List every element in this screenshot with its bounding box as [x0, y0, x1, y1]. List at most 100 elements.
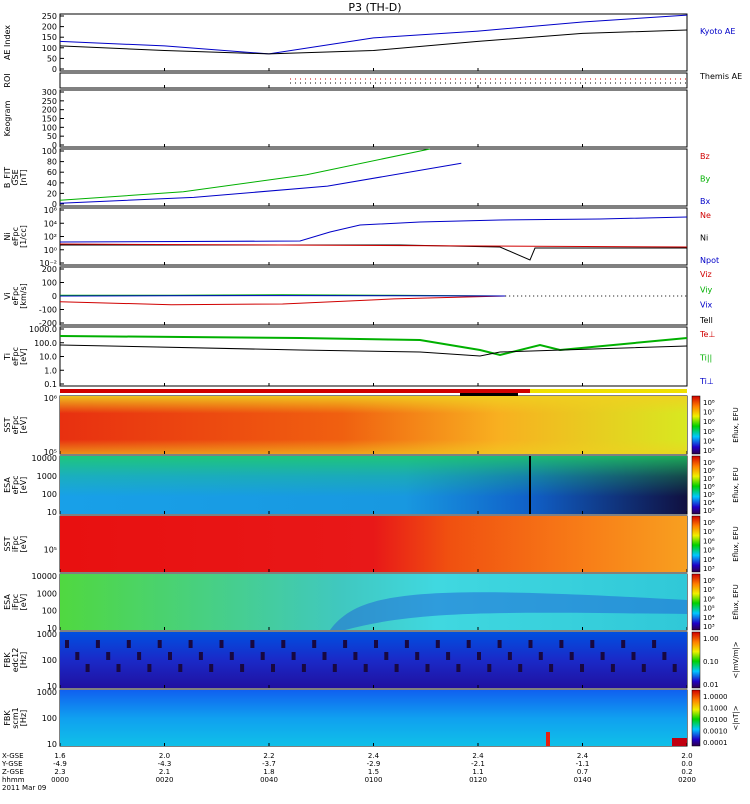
footer-value-z: 1.8	[263, 768, 274, 776]
fbk-e-cell	[230, 652, 234, 660]
fbk-b-spectrogram	[60, 690, 687, 746]
footer-value-y: -4.3	[158, 760, 172, 768]
panel-ylabel: [eV]	[19, 536, 28, 553]
footer-value-z: 2.3	[54, 768, 65, 776]
fbk-e-cell	[601, 652, 605, 660]
fbk-e-cell	[323, 652, 327, 660]
fbk-e-cell	[395, 664, 399, 672]
legend-bfit: Bx	[700, 197, 710, 206]
y-tick-label: 0.1	[44, 380, 57, 389]
fbk-e-cell	[549, 664, 553, 672]
footer-value-y: -4.9	[53, 760, 67, 768]
fbk-e-cell	[539, 652, 543, 660]
footer-value-hhmm: 0000	[51, 776, 69, 784]
y-tick-label: 150	[42, 33, 57, 42]
fbk-e-cell	[302, 664, 306, 672]
footer-value-hhmm: 0200	[678, 776, 696, 784]
series-ti-par-trace	[60, 336, 687, 355]
y-tick-label: 100	[42, 44, 57, 53]
panel-frame	[60, 208, 687, 265]
footer-value-z: 0.7	[577, 768, 588, 776]
colorbar-ramp	[692, 456, 700, 514]
footer-value-x: 2.2	[263, 752, 274, 760]
fbk-e-cell	[75, 652, 79, 660]
y-tick-label: 60	[47, 168, 57, 177]
y-tick-label: 0	[52, 292, 57, 301]
footer-value-hhmm: 0140	[574, 776, 592, 784]
fbk-e-cell	[477, 652, 481, 660]
footer-value-x: 2.0	[681, 752, 692, 760]
panel-ylabel: ROI	[3, 73, 12, 87]
legend-ti: Ti⊥	[699, 377, 714, 386]
y-tick-label: 10²	[44, 233, 57, 242]
footer-value-hhmm: 0120	[469, 776, 487, 784]
fbk-e-cell	[292, 652, 296, 660]
colorbar-tick-label: 1.00	[703, 635, 719, 643]
y-tick-label: 10000	[32, 454, 57, 463]
fbk-e-cell	[240, 664, 244, 672]
legend-bfit: Bz	[700, 152, 710, 161]
fbk-b-edge	[672, 738, 687, 746]
footer-value-z: 1.5	[368, 768, 379, 776]
fbk-e-cell	[446, 652, 450, 660]
sst-i-spectrogram	[60, 516, 687, 572]
legend-ni: Ni	[700, 234, 708, 243]
y-tick-label: 1000	[37, 589, 57, 598]
fbk-e-cell	[384, 652, 388, 660]
colorbar-tick-label: 10⁴	[703, 499, 715, 507]
y-tick-label: 100	[42, 123, 57, 132]
colorbar-tick-label: 10⁵	[703, 547, 715, 555]
y-tick-label: 80	[47, 158, 57, 167]
fbk-e-cell	[426, 664, 430, 672]
colorbar-tick-label: 10⁶	[703, 483, 715, 491]
colorbar-ramp	[692, 632, 700, 688]
y-tick-label: 10000	[32, 572, 57, 581]
series-bx	[60, 163, 461, 203]
footer-value-y: 0.0	[681, 760, 692, 768]
fbk-e-cell	[147, 664, 151, 672]
series-kyoto-ae	[60, 15, 687, 54]
colorbar-fbk-e: 1.000.100.01<|mV/m|>	[692, 632, 740, 689]
fbk-e-cell	[662, 652, 666, 660]
series-viz	[60, 296, 505, 305]
mode-bar-black	[460, 393, 518, 396]
panel-ylabel: [Hz]	[19, 710, 28, 726]
esa-e-spectrogram-overlay	[60, 456, 687, 514]
colorbar-tick-label: 10³	[703, 623, 715, 631]
y-tick-label: -100	[39, 306, 57, 315]
colorbar-label: <|nT|>	[732, 705, 740, 730]
footer-value-x: 2.4	[577, 752, 589, 760]
panel-ylabel: [eV]	[19, 594, 28, 611]
footer-row-label: Z-GSE	[2, 768, 24, 776]
fbk-e-cell	[487, 664, 491, 672]
series-ne-trace	[60, 217, 687, 242]
fbk-e-cell	[158, 640, 162, 648]
colorbar-tick-label: 1.0000	[703, 693, 728, 701]
legend-vi: Viy	[700, 285, 713, 294]
fbk-e-cell	[353, 652, 357, 660]
fbk-e-cell	[570, 652, 574, 660]
y-tick-label: 50	[47, 54, 57, 63]
footer-value-z: 1.1	[472, 768, 483, 776]
fbk-e-cell	[250, 640, 254, 648]
fbk-e-cell	[117, 664, 121, 672]
mode-bar-yellow	[530, 389, 687, 393]
fbk-e-cell	[621, 640, 625, 648]
colorbar-tick-label: 10³	[703, 565, 715, 573]
panel-ylabel: [eV]	[19, 417, 28, 434]
colorbar-label: Eflux, EFU	[732, 407, 740, 442]
y-tick-label: 50	[47, 132, 57, 141]
legend-vi: Vix	[700, 301, 713, 310]
legend-ni: Ne	[700, 211, 711, 220]
y-tick-label: 100	[42, 490, 57, 499]
colorbar-ramp	[692, 516, 700, 572]
fbk-e-cell	[96, 640, 100, 648]
fbk-e-cell	[518, 664, 522, 672]
y-tick-label: 40	[47, 179, 57, 188]
colorbar-tick-label: 10³	[703, 507, 715, 515]
